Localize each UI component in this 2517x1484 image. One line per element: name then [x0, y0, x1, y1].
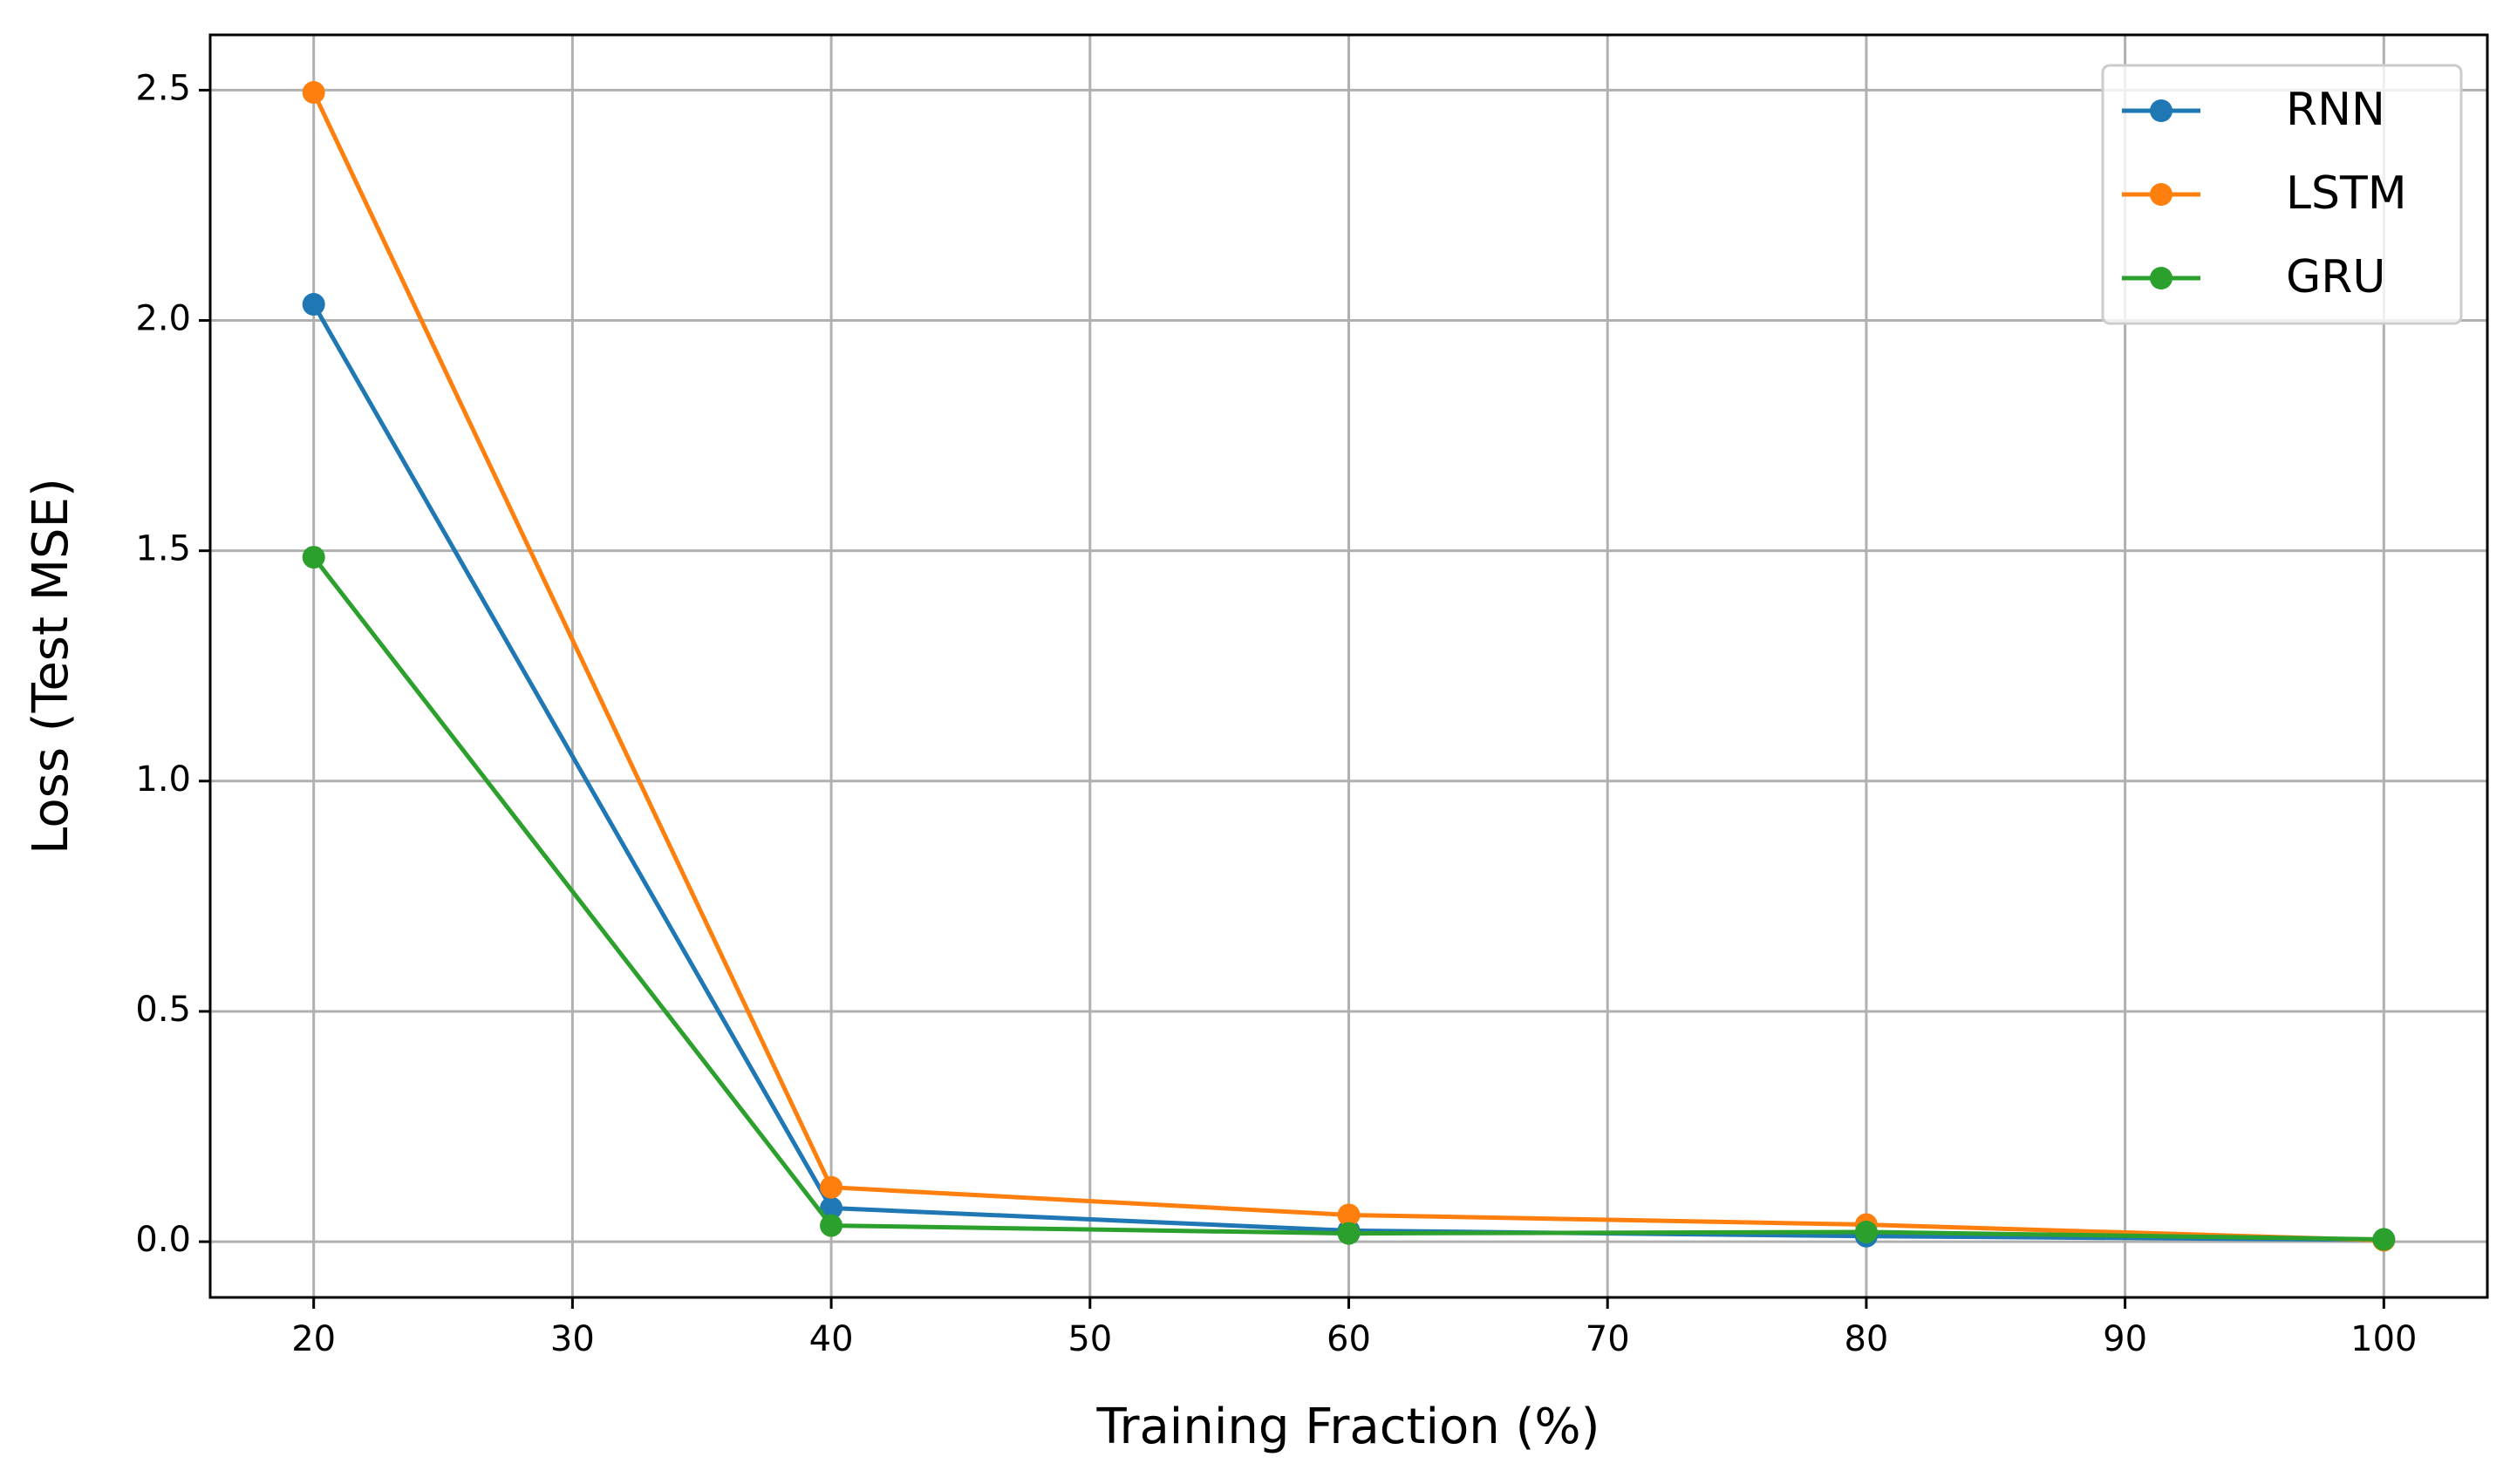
- marker: [1854, 1220, 1878, 1243]
- x-tick-label: 40: [809, 1319, 854, 1359]
- marker: [820, 1214, 843, 1237]
- legend-label: RNN: [2286, 84, 2385, 136]
- y-tick-label: 1.5: [135, 529, 191, 569]
- marker: [302, 293, 325, 317]
- y-tick-label: 2.5: [135, 68, 191, 108]
- x-tick-label: 80: [1844, 1319, 1888, 1359]
- y-tick-label: 2.0: [135, 299, 191, 339]
- x-tick-label: 90: [2103, 1319, 2147, 1359]
- x-tick-label: 60: [1327, 1319, 1371, 1359]
- x-tick-label: 30: [550, 1319, 595, 1359]
- legend-marker: [2150, 267, 2173, 289]
- marker: [302, 81, 325, 105]
- y-axis-label: Loss (Test MSE): [23, 478, 79, 854]
- marker: [2372, 1228, 2396, 1251]
- marker: [820, 1175, 843, 1199]
- x-axis-label: Training Fraction (%): [1095, 1399, 1600, 1455]
- y-tick-label: 0.5: [135, 990, 191, 1030]
- marker: [1337, 1222, 1361, 1245]
- x-tick-label: 100: [2350, 1319, 2417, 1359]
- marker: [302, 546, 325, 569]
- x-tick-label: 70: [1586, 1319, 1630, 1359]
- x-tick-label: 20: [291, 1319, 336, 1359]
- x-tick-label: 50: [1068, 1319, 1112, 1359]
- legend-marker: [2150, 183, 2173, 206]
- marker: [820, 1196, 843, 1220]
- marker: [1337, 1203, 1361, 1227]
- legend-label: GRU: [2286, 251, 2386, 303]
- y-tick-label: 0.0: [135, 1220, 191, 1260]
- legend-marker: [2150, 99, 2173, 122]
- y-tick-label: 1.0: [135, 759, 191, 800]
- legend-box: [2101, 64, 2463, 325]
- legend-label: LSTM: [2286, 167, 2407, 220]
- plot-frame: [208, 33, 2489, 1299]
